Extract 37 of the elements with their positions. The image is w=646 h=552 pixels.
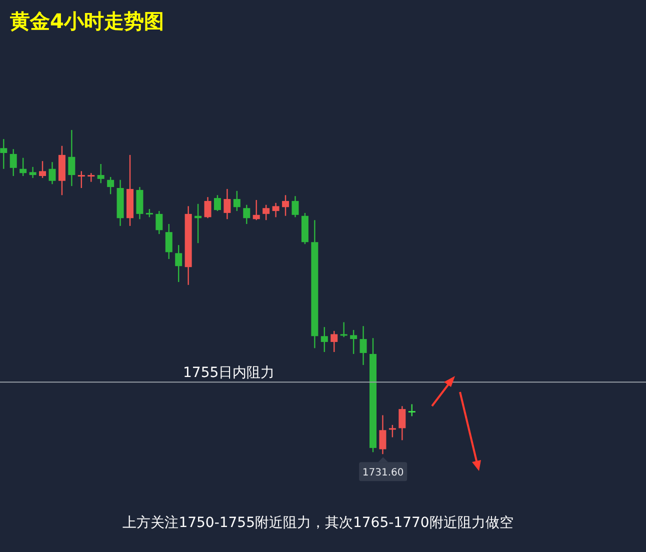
candlestick: [20, 157, 27, 177]
candlestick: [29, 166, 36, 179]
candlestick: [78, 170, 85, 189]
candlestick: [204, 196, 212, 219]
candlestick: [10, 148, 17, 177]
candlestick: [379, 414, 386, 455]
chart-title: 黄金4小时走势图: [10, 8, 164, 35]
candlestick: [243, 204, 250, 225]
candlestick: [330, 330, 338, 353]
candlestick: [398, 406, 406, 441]
candlestick: [39, 160, 46, 179]
candlestick: [292, 196, 299, 218]
candlestick: [388, 424, 396, 438]
candlestick: [48, 161, 56, 185]
candlestick: [165, 223, 172, 260]
candlestick: [320, 326, 328, 353]
candlestick: [282, 194, 290, 216]
annotation: 1731.60: [362, 468, 404, 479]
candlestick: [175, 244, 182, 283]
candlestick: [97, 163, 104, 184]
candlestick: [136, 186, 144, 220]
candlestick: [214, 194, 221, 212]
candlestick: [340, 322, 348, 338]
candlestick: [408, 404, 416, 417]
candlestick: [156, 210, 163, 235]
candlestick: [360, 325, 367, 366]
candlestick: [262, 204, 270, 221]
text: 上方关注1750-1755附近阻力，其次1765-1770附近阻力做空: [122, 514, 514, 532]
ref-line-label: 1755日内阻力: [183, 365, 275, 382]
candlestick: [350, 329, 358, 355]
candlestick: [107, 176, 114, 195]
candlestick: [0, 138, 8, 170]
candlestick: [68, 129, 76, 187]
candlestick: [272, 202, 280, 218]
candlestick: [252, 199, 260, 221]
candlestick: [233, 190, 240, 212]
candlestick: [224, 188, 231, 220]
